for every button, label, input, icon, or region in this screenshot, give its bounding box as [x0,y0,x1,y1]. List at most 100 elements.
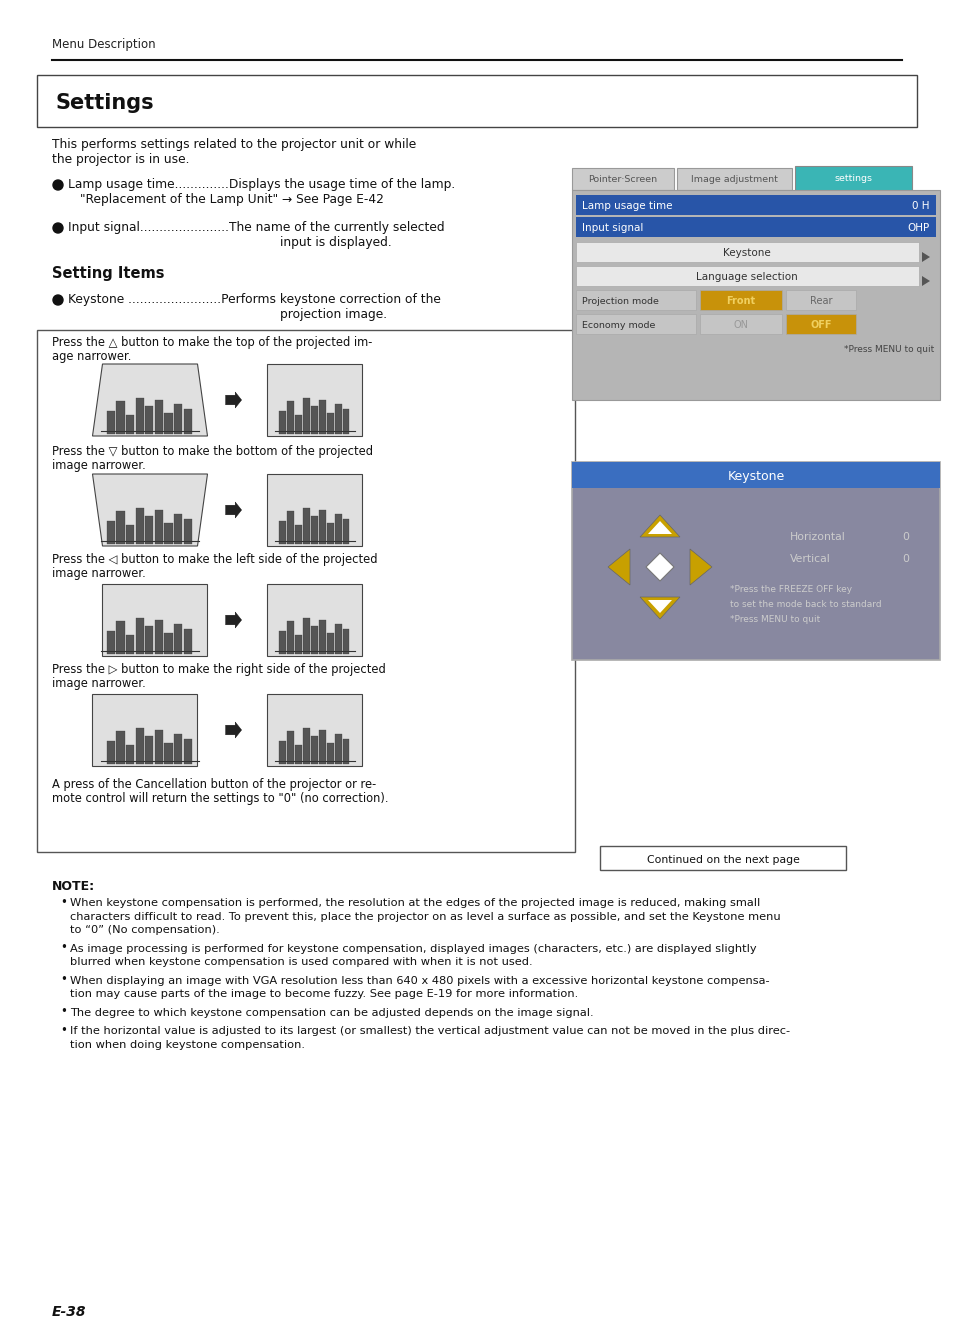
Text: *Press MENU to quit: *Press MENU to quit [729,615,820,624]
Text: When keystone compensation is performed, the resolution at the edges of the proj: When keystone compensation is performed,… [70,898,760,908]
Bar [173,734,182,765]
Text: Horizontal: Horizontal [789,532,845,542]
Bar [173,514,182,544]
Polygon shape [639,516,679,537]
Bar [294,415,301,434]
Polygon shape [225,502,241,518]
Text: Vertical: Vertical [789,554,830,564]
Bar [135,727,144,765]
Polygon shape [225,612,241,628]
Bar [294,635,301,653]
FancyBboxPatch shape [794,166,911,191]
Bar [183,518,192,544]
Text: Settings: Settings [56,92,154,112]
Text: Lamp usage time..............Displays the usage time of the lamp.: Lamp usage time..............Displays th… [68,178,455,191]
FancyBboxPatch shape [37,329,575,852]
FancyBboxPatch shape [576,217,935,237]
FancyBboxPatch shape [572,167,673,190]
FancyBboxPatch shape [700,315,781,333]
Text: blurred when keystone compensation is used compared with when it is not used.: blurred when keystone compensation is us… [70,957,532,967]
Text: Front: Front [725,296,755,307]
Bar [126,415,134,434]
Bar [145,406,153,434]
Polygon shape [647,600,671,613]
Text: Continued on the next page: Continued on the next page [646,856,799,865]
Text: The degree to which keystone compensation can be adjusted depends on the image s: The degree to which keystone compensatio… [70,1007,593,1018]
Bar [107,742,115,765]
Bar [311,736,317,765]
Text: Economy mode: Economy mode [581,321,655,329]
Bar [107,521,115,544]
Bar [327,412,334,434]
Polygon shape [267,694,362,766]
Text: •: • [60,1006,67,1019]
Text: As image processing is performed for keystone compensation, displayed images (ch: As image processing is performed for key… [70,944,756,953]
Polygon shape [102,584,208,656]
Bar [183,629,192,653]
Bar [107,411,115,434]
Bar [116,731,125,765]
Text: Input signal.......................The name of the currently selected: Input signal.......................The n… [68,221,444,234]
Bar [335,624,341,653]
FancyBboxPatch shape [576,242,918,262]
FancyBboxPatch shape [599,846,845,870]
Bar [303,507,310,544]
Bar [287,731,294,765]
Bar [116,511,125,544]
Bar [173,624,182,653]
FancyBboxPatch shape [572,190,939,400]
Bar [116,402,125,434]
Bar [311,627,317,653]
Text: Press the △ button to make the top of the projected im-: Press the △ button to make the top of th… [52,336,372,349]
Polygon shape [267,584,362,656]
Text: input is displayed.: input is displayed. [280,236,392,249]
Text: ON: ON [733,320,748,329]
Text: to “0” (No compensation).: to “0” (No compensation). [70,925,219,935]
Bar [303,398,310,434]
Polygon shape [267,364,362,437]
Polygon shape [921,252,929,262]
Text: Keystone: Keystone [722,248,770,258]
Polygon shape [607,549,629,585]
Bar [342,629,349,653]
Text: Press the ▽ button to make the bottom of the projected: Press the ▽ button to make the bottom of… [52,445,373,458]
Bar [145,736,153,765]
Bar [311,406,317,434]
FancyBboxPatch shape [576,315,696,333]
Text: NOTE:: NOTE: [52,880,95,893]
Bar [335,734,341,765]
Text: tion may cause parts of the image to become fuzzy. See page E-19 for more inform: tion may cause parts of the image to bec… [70,990,578,999]
FancyBboxPatch shape [572,462,939,660]
Bar [116,621,125,653]
Polygon shape [921,276,929,287]
Text: *Press the FREEZE OFF key: *Press the FREEZE OFF key [729,585,851,595]
Text: OFF: OFF [809,320,831,329]
Polygon shape [267,474,362,546]
Text: •: • [60,896,67,909]
FancyBboxPatch shape [576,266,918,287]
Polygon shape [689,549,711,585]
Bar [154,730,163,765]
Text: settings: settings [833,174,871,183]
Bar [287,511,294,544]
Bar [318,510,325,544]
Bar [126,525,134,544]
Bar [183,739,192,765]
Bar [164,522,172,544]
Bar [279,521,286,544]
Text: This performs settings related to the projector unit or while: This performs settings related to the pr… [52,138,416,151]
FancyBboxPatch shape [677,167,791,190]
Bar [318,400,325,434]
Polygon shape [647,521,671,534]
Text: image narrower.: image narrower. [52,566,146,580]
Bar [303,617,310,653]
Bar [164,412,172,434]
Polygon shape [225,722,241,738]
Bar [342,739,349,765]
FancyBboxPatch shape [785,315,855,333]
Bar [342,518,349,544]
Polygon shape [225,392,241,408]
Bar [135,507,144,544]
Polygon shape [92,364,208,437]
Bar [154,620,163,653]
